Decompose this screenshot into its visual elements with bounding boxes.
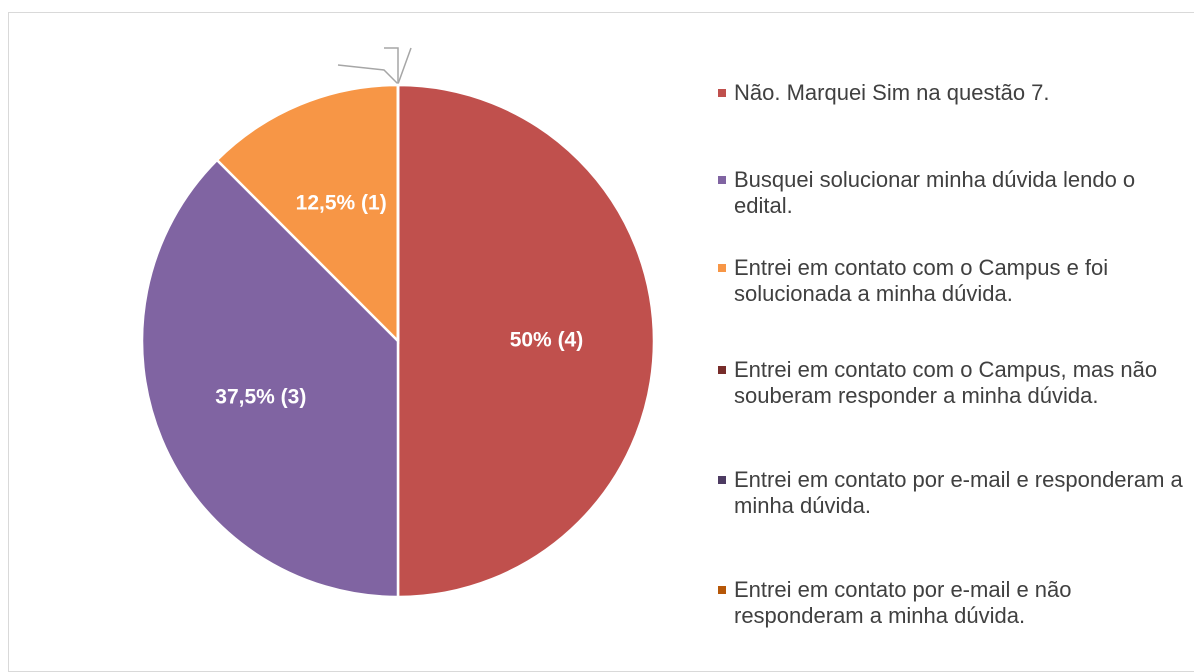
leader-line xyxy=(337,64,399,85)
legend-label: Entrei em contato com o Campus, mas não … xyxy=(734,357,1158,408)
legend-item: Entrei em contato com o Campus, mas não … xyxy=(718,357,1194,409)
legend-item: Entrei em contato por e-mail e não respo… xyxy=(718,577,1194,629)
pie-slice xyxy=(396,83,656,599)
chart: 50% (4) 37,5% (3) 12,5% (1) xyxy=(140,47,656,599)
legend-label: Busquei solucionar minha dúvida lendo o … xyxy=(734,167,1136,218)
legend-item: Entrei em contato com o Campus e foi sol… xyxy=(718,255,1194,307)
legend-swatch xyxy=(718,89,726,97)
legend-swatch xyxy=(718,264,726,272)
legend-label: Entrei em contato por e-mail e responder… xyxy=(734,467,1183,518)
pie-slice xyxy=(140,158,400,599)
legend-swatch xyxy=(718,366,726,374)
legend-label: Não. Marquei Sim na questão 7. xyxy=(734,80,1050,105)
data-label: 12,5% (1) xyxy=(296,191,387,214)
leader-line xyxy=(397,47,412,85)
legend-label: Entrei em contato com o Campus e foi sol… xyxy=(734,255,1109,306)
legend-swatch xyxy=(718,176,726,184)
legend-item: Entrei em contato por e-mail e responder… xyxy=(718,467,1194,519)
leader-line xyxy=(384,47,399,84)
legend-item: Não. Marquei Sim na questão 7. xyxy=(718,80,1194,106)
legend-swatch xyxy=(718,586,726,594)
data-label: 50% (4) xyxy=(510,329,584,352)
data-label: 37,5% (3) xyxy=(215,385,306,408)
pie-slice xyxy=(215,83,400,345)
legend-item: Busquei solucionar minha dúvida lendo o … xyxy=(718,167,1194,219)
legend-label: Entrei em contato por e-mail e não respo… xyxy=(734,577,1072,628)
legend-swatch xyxy=(718,476,726,484)
